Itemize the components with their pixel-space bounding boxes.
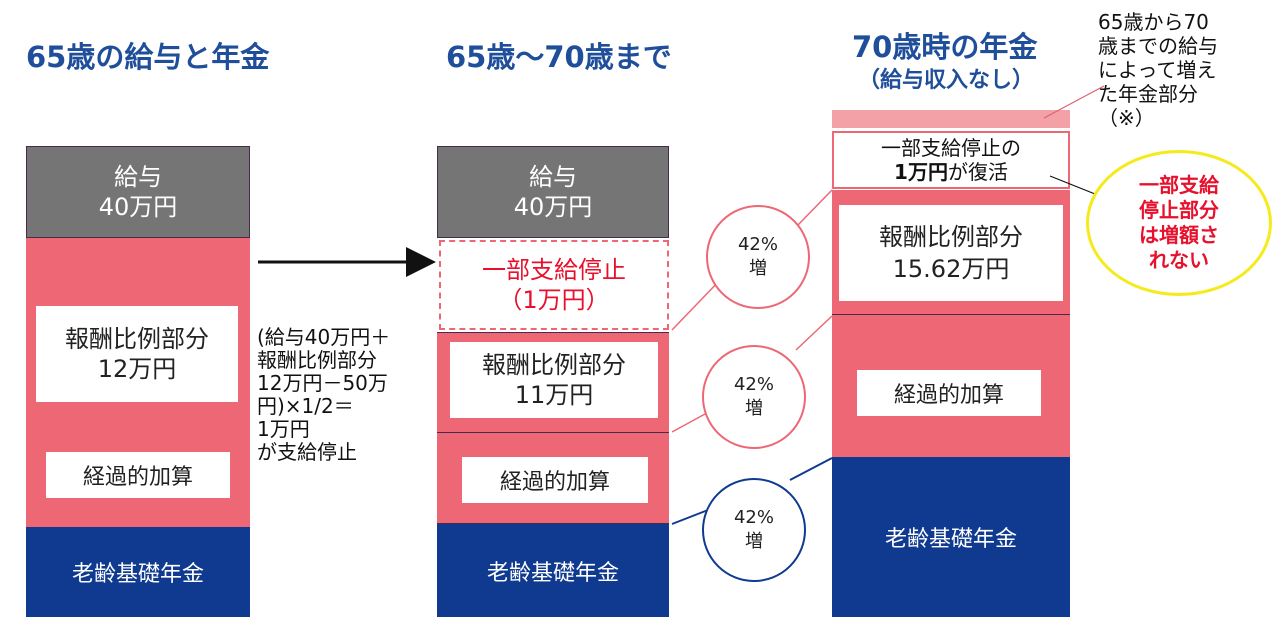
no-increase-callout-line1: 一部支給	[1139, 173, 1219, 197]
heading-70-pension: 70歳時の年金	[852, 30, 1038, 64]
increase-circle-1-label: 増	[749, 258, 767, 279]
stop-explanation-line2: 報酬比例部分	[257, 348, 377, 372]
col3-restore-box: 一部支給停止の 1万円が復活	[832, 131, 1070, 189]
col3-hoshu-amount: 15.62万円	[892, 255, 1010, 283]
col2-hoshu-label: 報酬比例部分	[482, 351, 626, 379]
col3-restore-amount: 1万円	[894, 160, 948, 184]
increase-circle-1: 42% 増	[706, 205, 810, 309]
circle1-tail-top	[797, 189, 833, 226]
col2-hoshu-amount: 11万円	[514, 381, 594, 409]
increase-annotation-line3: によって増え	[1098, 58, 1217, 82]
col3-keika-label: 経過的加算	[893, 383, 1004, 408]
circle1-tail-bottom	[671, 277, 723, 331]
col2-stop-block: 一部支給停止 （1万円）	[439, 240, 669, 330]
increase-annotation-line2: 歳までの給与	[1098, 34, 1218, 58]
col1-rorei-block: 老齢基礎年金	[26, 527, 250, 617]
circle2-tail-top	[795, 315, 833, 351]
increase-circle-2: 42% 増	[702, 345, 806, 449]
stop-explanation: (給与40万円＋ 報酬比例部分 12万円－50万 円)×1/2＝ 1万円 が支給…	[257, 326, 437, 464]
stop-explanation-line3: 12万円－50万	[257, 371, 388, 395]
heading-65-to-70: 65歳～70歳まで	[446, 40, 672, 74]
increase-circle-2-pct: 42%	[733, 374, 774, 395]
circle3-tail-top	[789, 457, 833, 481]
no-increase-callout-line3: は増額さ	[1139, 223, 1219, 247]
increase-annotation-line1: 65歳から70	[1098, 10, 1209, 34]
increase-circle-3: 42% 増	[702, 478, 806, 582]
col2-keika-label: 経過的加算	[499, 470, 610, 495]
col3-restore-text: が復活	[947, 160, 1008, 184]
col1-salary-amount: 40万円	[98, 193, 178, 221]
col3-restore-line2: 1万円が復活	[894, 160, 1008, 184]
col2-hoshu-box: 報酬比例部分 11万円	[450, 342, 658, 418]
col2-rorei-block: 老齢基礎年金	[437, 524, 669, 617]
no-increase-callout: 一部支給 停止部分 は増額さ れない	[1086, 150, 1272, 296]
col1-keika-box: 経過的加算	[46, 452, 230, 498]
col3-rorei-block: 老齢基礎年金	[832, 457, 1070, 617]
col1-rorei-label: 老齢基礎年金	[71, 562, 204, 587]
col2-salary-block: 給与 40万円	[437, 146, 669, 238]
col3-keika-box: 経過的加算	[857, 370, 1041, 416]
no-increase-callout-line4: れない	[1149, 248, 1209, 272]
heading-no-salary: （給与収入なし）	[858, 68, 1035, 93]
col3-hoshu-box: 報酬比例部分 15.62万円	[839, 205, 1063, 301]
col2-rorei-label: 老齢基礎年金	[486, 560, 619, 586]
stop-explanation-line4: 円)×1/2＝	[257, 394, 354, 418]
col2-divider	[437, 432, 669, 433]
col2-salary-amount: 40万円	[513, 193, 593, 221]
increase-annotation-line5: （※）	[1098, 106, 1155, 130]
col1-salary-label: 給与	[114, 163, 162, 191]
col1-salary-block: 給与 40万円	[26, 146, 250, 238]
col1-hoshu-box: 報酬比例部分 12万円	[36, 306, 238, 402]
increase-circle-1-pct: 42%	[737, 234, 778, 255]
stop-explanation-line5: 1万円	[257, 417, 310, 441]
no-increase-callout-line2: 停止部分	[1139, 198, 1219, 222]
col3-restore-line1: 一部支給停止の	[881, 136, 1021, 160]
callout-leader	[1049, 175, 1101, 197]
col3-rorei-label: 老齢基礎年金	[884, 527, 1017, 552]
annotation-leader	[1043, 85, 1105, 119]
col1-keika-label: 経過的加算	[82, 465, 193, 490]
circle3-tail-bottom	[671, 509, 709, 525]
increase-circle-2-label: 増	[745, 398, 763, 419]
col1-hoshu-label: 報酬比例部分	[65, 325, 209, 353]
col2-stop-amount: （1万円）	[498, 286, 610, 314]
col2-keika-box: 経過的加算	[462, 457, 648, 503]
stop-explanation-line1: (給与40万円＋	[257, 325, 391, 349]
col3-divider	[832, 314, 1070, 315]
increase-annotation: 65歳から70 歳までの給与 によって増え た年金部分 （※）	[1098, 10, 1278, 130]
col1-hoshu-amount: 12万円	[97, 355, 177, 383]
increase-circle-3-label: 増	[745, 531, 763, 552]
increase-annotation-line4: た年金部分	[1098, 82, 1198, 106]
stop-explanation-line6: が支給停止	[257, 440, 357, 464]
col3-hoshu-label: 報酬比例部分	[879, 223, 1023, 251]
col2-salary-label: 給与	[529, 163, 577, 191]
increase-circle-3-pct: 42%	[733, 507, 774, 528]
heading-65-salary-pension: 65歳の給与と年金	[26, 40, 270, 74]
col3-increase-strip	[832, 110, 1070, 128]
col2-stop-label: 一部支給停止	[482, 256, 626, 284]
